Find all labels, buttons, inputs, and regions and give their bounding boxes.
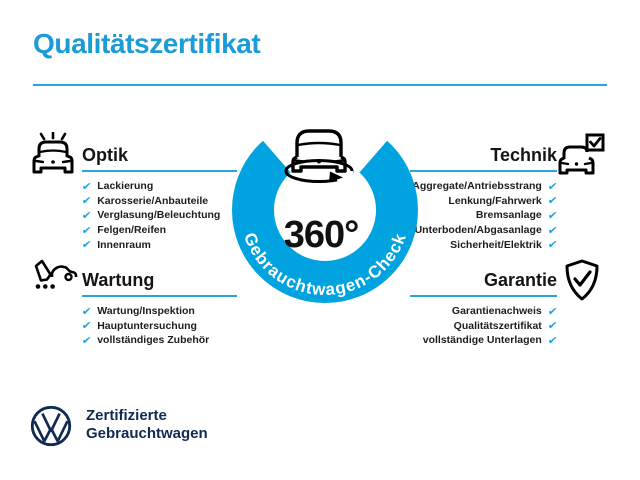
checklist-item-label: Aggregate/Antriebsstrang [412,180,542,193]
check-icon: ✔ [81,208,93,222]
checklist-technik: ✔ Aggregate/Antriebsstrang ✔ Lenkung/Fahrwe… [403,179,558,252]
page-title: Qualitätszertifikat [33,28,261,59]
checklist-item-label: Sicherheit/Elektrik [450,238,542,251]
section-technik: Technik ✔ Aggregate/Antriebsstrang ✔ Lenkun… [403,130,607,255]
checklist-item-label: Unterboden/Abgasanlage [414,224,542,237]
car-rotate-icon [284,129,354,183]
check-icon: ✔ [546,223,558,237]
brand-line1: Zertifizierte [86,407,167,424]
checklist-item-label: Qualitätszertifikat [453,319,542,332]
check-icon: ✔ [81,194,93,208]
check-icon: ✔ [546,333,558,347]
section-garantie: Garantie ✔ Garantienachweis ✔ Qualitätszert… [403,255,607,380]
check-icon: ✔ [81,304,93,318]
section-divider [82,295,237,297]
check-icon: ✔ [81,238,93,252]
section-title-garantie: Garantie [483,270,557,290]
vw-logo [30,405,72,447]
checklist-item-label: Garantienachweis [451,305,542,318]
checklist-item: ✔ vollständige Unterlagen [403,333,558,348]
checklist-item: ✔ Hauptuntersuchung [81,319,237,334]
checklist-item-label: Felgen/Reifen [97,224,167,237]
check-icon: ✔ [546,208,558,222]
check-icon: ✔ [81,179,93,193]
section-divider [82,170,237,172]
car-shine-icon [28,132,78,180]
checklist-item-label: Bremsanlage [475,209,542,222]
brand-line2: Gebrauchtwagen [86,425,208,442]
checklist-wartung: ✔ Wartung/Inspektion ✔ Hauptuntersuchung ✔ vo… [81,304,237,348]
pen-checklist-car-icon [28,257,78,305]
degrees-label: 360° [284,214,359,256]
check-icon: ✔ [546,179,558,193]
checklist-item-label: Lenkung/Fahrwerk [448,194,542,207]
checklist-item-label: Verglasung/Beleuchtung [97,209,221,222]
checklist-item: ✔ Innenraum [81,237,237,252]
checklist-item: ✔ Qualitätszertifikat [403,319,558,334]
checklist-item: ✔ Unterboden/Abgasanlage [403,223,558,238]
section-optik: Optik ✔ Lackierung ✔ Karosserie/Anbauteile ✔… [28,130,237,255]
checklist-item-label: Lackierung [97,180,154,193]
car-checkbox-icon [557,132,607,180]
check-icon: ✔ [81,319,93,333]
brand-text: Zertifizierte Gebrauchtwagen [86,407,208,443]
check-icon: ✔ [546,194,558,208]
checklist-item-label: Karosserie/Anbauteile [97,194,209,207]
checklist-item: ✔ vollständiges Zubehör [81,333,237,348]
checklist-item-label: Innenraum [97,238,151,251]
checklist-garantie: ✔ Garantienachweis ✔ Qualitätszertifikat ✔ vo… [403,304,558,348]
checklist-item: ✔ Bremsanlage [403,208,558,223]
checklist-item: ✔ Aggregate/Antriebsstrang [403,179,558,194]
section-divider [410,170,557,172]
checklist-item: ✔ Felgen/Reifen [81,223,237,238]
checklist-item: ✔ Lackierung [81,179,237,194]
section-title-technik: Technik [490,145,557,165]
section-title-wartung: Wartung [82,270,155,290]
checklist-item: ✔ Garantienachweis [403,304,558,319]
checklist-item: ✔ Sicherheit/Elektrik [403,237,558,252]
center-360-badge: Gebrauchtwagen-Check 360° [225,105,425,310]
section-title-optik: Optik [82,145,129,165]
section-divider [410,295,557,297]
checklist-optik: ✔ Lackierung ✔ Karosserie/Anbauteile ✔ Vergla… [81,179,237,252]
title-divider [33,84,607,86]
checklist-item: ✔ Verglasung/Beleuchtung [81,208,237,223]
section-wartung: Wartung ✔ Wartung/Inspektion ✔ Hauptuntersu… [28,255,237,380]
checklist-item-label: Wartung/Inspektion [97,305,195,318]
check-icon: ✔ [81,223,93,237]
check-icon: ✔ [81,333,93,347]
checklist-item: ✔ Lenkung/Fahrwerk [403,194,557,209]
shield-check-icon [557,257,607,305]
checklist-item: ✔ Karosserie/Anbauteile [81,194,237,209]
checklist-item: ✔ Wartung/Inspektion [81,304,237,319]
checklist-item-label: Hauptuntersuchung [97,319,197,332]
check-icon: ✔ [546,238,558,252]
checklist-item-label: vollständiges Zubehör [97,334,210,347]
checklist-item-label: vollständige Unterlagen [422,334,542,347]
check-icon: ✔ [546,304,558,318]
check-icon: ✔ [546,319,558,333]
